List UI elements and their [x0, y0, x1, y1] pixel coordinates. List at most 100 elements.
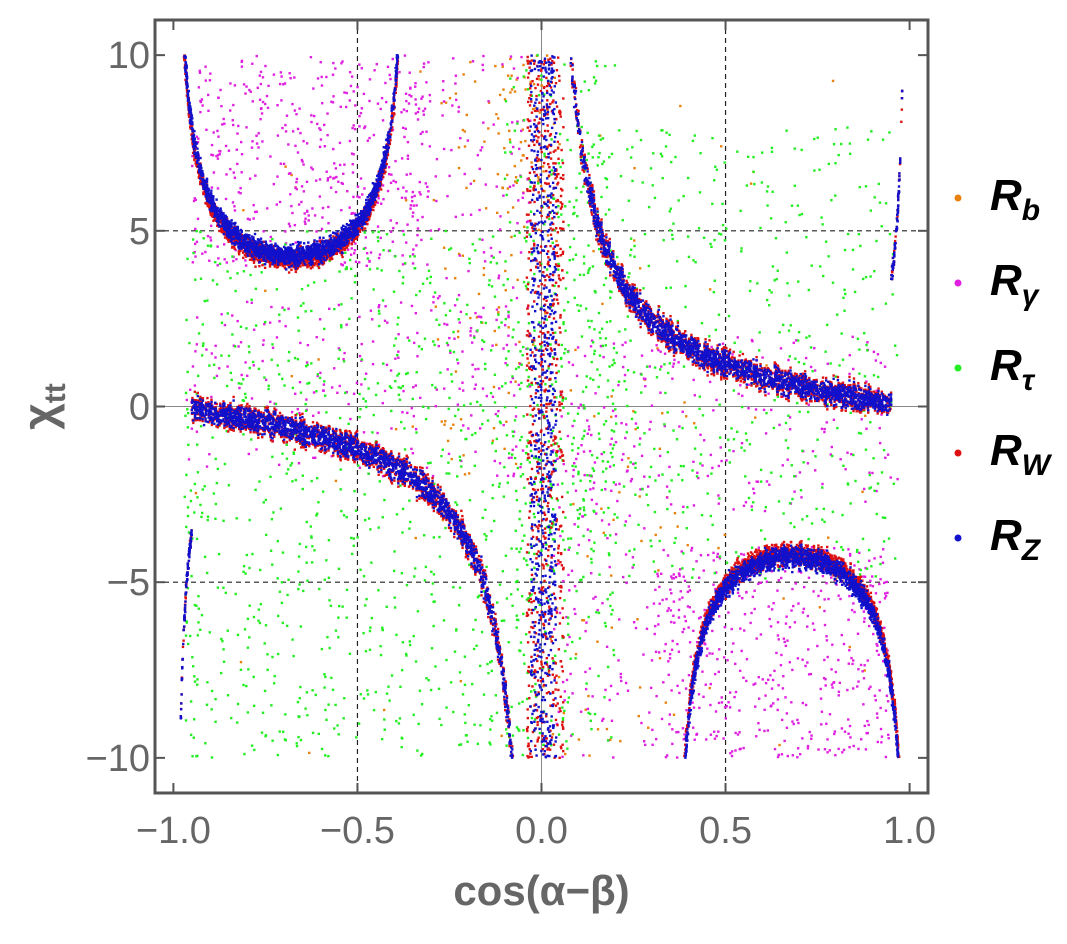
data-point — [690, 546, 694, 550]
data-point — [338, 428, 342, 432]
data-point — [476, 742, 480, 746]
data-point — [610, 429, 614, 432]
series-b — [194, 54, 867, 757]
data-point — [321, 490, 325, 493]
data-point — [549, 637, 552, 641]
data-point — [209, 236, 212, 239]
data-point — [844, 292, 847, 296]
data-point — [362, 574, 366, 578]
data-point — [402, 186, 405, 189]
data-point — [577, 406, 580, 410]
data-point — [445, 323, 449, 326]
data-point — [573, 523, 576, 526]
data-point — [862, 703, 865, 706]
data-point — [765, 298, 769, 302]
data-point — [840, 332, 843, 335]
data-point — [842, 642, 846, 646]
data-point — [704, 683, 707, 686]
data-point — [605, 645, 609, 649]
data-point — [306, 382, 309, 385]
data-point — [429, 229, 433, 232]
data-point — [677, 361, 680, 364]
data-point — [299, 304, 303, 307]
data-point — [780, 576, 783, 580]
data-point — [286, 419, 289, 423]
data-point — [404, 92, 408, 95]
data-point — [405, 173, 408, 176]
data-point — [765, 580, 769, 583]
data-point — [514, 176, 518, 179]
data-point — [813, 369, 817, 372]
data-point — [823, 430, 826, 434]
data-point — [878, 426, 881, 430]
data-point — [660, 155, 664, 158]
data-point — [605, 178, 609, 181]
data-point — [802, 585, 806, 589]
data-point — [747, 155, 750, 159]
data-point — [611, 409, 615, 413]
data-point — [465, 313, 468, 316]
data-point — [206, 681, 209, 684]
data-point — [511, 604, 514, 608]
data-point — [682, 505, 685, 509]
data-point — [200, 613, 204, 617]
data-point — [669, 229, 672, 232]
data-point — [338, 384, 341, 388]
data-point — [366, 689, 369, 692]
data-point — [793, 490, 796, 493]
data-point — [320, 75, 323, 79]
data-point — [634, 461, 637, 465]
data-point — [577, 738, 581, 741]
data-point — [725, 561, 729, 564]
data-point — [382, 248, 385, 252]
data-point — [513, 456, 517, 460]
data-point — [416, 118, 420, 121]
data-point — [801, 518, 804, 521]
data-point — [324, 675, 327, 679]
data-point — [522, 653, 526, 657]
data-point — [659, 454, 662, 458]
data-point — [394, 357, 397, 360]
data-point — [658, 539, 661, 543]
data-point — [251, 360, 255, 364]
data-point — [247, 427, 251, 430]
data-point — [567, 696, 571, 699]
data-point — [886, 700, 890, 703]
data-point — [310, 114, 313, 117]
data-point — [753, 182, 756, 186]
data-point — [435, 157, 439, 161]
data-point — [431, 582, 435, 585]
data-point — [273, 431, 277, 434]
data-point — [641, 487, 644, 491]
data-point — [686, 235, 690, 238]
data-point — [632, 563, 636, 567]
data-point — [289, 193, 292, 196]
data-point — [881, 561, 885, 564]
data-point — [471, 243, 474, 246]
data-point — [355, 381, 359, 385]
data-point — [838, 364, 841, 367]
data-point — [372, 465, 375, 469]
data-point — [563, 690, 567, 693]
data-point — [464, 721, 467, 725]
data-point — [504, 554, 508, 557]
data-point — [195, 229, 198, 233]
data-point — [757, 582, 760, 586]
data-point — [661, 176, 664, 180]
data-point — [406, 411, 409, 415]
data-point — [528, 594, 532, 597]
data-point — [566, 350, 570, 354]
data-point — [721, 223, 725, 227]
data-point — [823, 658, 826, 662]
data-point — [834, 162, 837, 165]
data-point — [788, 502, 792, 505]
data-point — [457, 166, 461, 170]
data-point — [276, 134, 280, 137]
data-point — [506, 173, 509, 177]
data-point — [683, 401, 686, 404]
data-point — [437, 228, 441, 231]
data-point — [382, 198, 385, 201]
data-point — [340, 326, 343, 329]
data-point — [338, 416, 342, 420]
data-point — [476, 400, 479, 404]
